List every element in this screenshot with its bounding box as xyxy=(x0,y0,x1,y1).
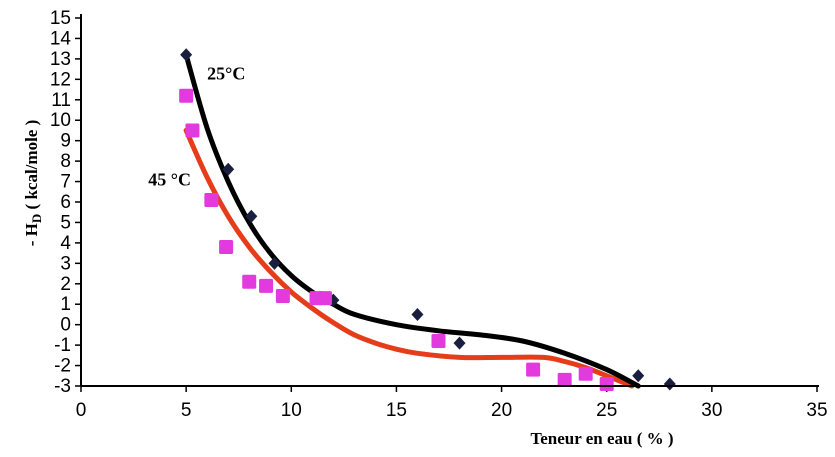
point-45c xyxy=(599,376,614,391)
y-tick-label: 2 xyxy=(60,274,71,295)
x-tick-label: 10 xyxy=(281,400,302,421)
point-25c xyxy=(268,256,281,270)
y-tick-label: 13 xyxy=(50,49,71,70)
y-tick-label: -2 xyxy=(54,356,71,377)
point-45c xyxy=(259,278,274,293)
point-45c xyxy=(578,366,593,381)
point-25c xyxy=(632,369,645,383)
y-tick-label: 15 xyxy=(50,8,71,29)
y-tick-label: 3 xyxy=(60,253,71,274)
y-tick-label: 8 xyxy=(60,151,71,172)
point-25c xyxy=(663,377,676,391)
point-45c xyxy=(179,88,194,103)
y-tick-label: -1 xyxy=(54,335,71,356)
point-45c xyxy=(219,239,234,254)
point-45c xyxy=(275,289,290,304)
y-axis-label-unit: ( kcal/mole ) xyxy=(22,120,41,214)
point-45c xyxy=(431,334,446,349)
y-tick-label: 14 xyxy=(50,28,72,49)
curves xyxy=(183,52,641,389)
y-tick-label: 6 xyxy=(60,192,71,213)
series-annotation: 45 °C xyxy=(148,170,191,190)
y-tick-label: 1 xyxy=(60,294,71,315)
point-45c xyxy=(204,192,219,207)
point-45c xyxy=(317,291,332,306)
x-tick-label: 30 xyxy=(701,400,722,421)
x-tick-label: 25 xyxy=(596,400,617,421)
annotations: 25°C 45 °C xyxy=(148,63,245,189)
x-tick-label: 20 xyxy=(491,400,512,421)
point-25c xyxy=(222,162,235,176)
point-25c xyxy=(180,48,193,62)
x-axis-ticks: 0 5 10 15 20 25 30 35 xyxy=(76,386,828,421)
y-tick-label: 0 xyxy=(60,315,71,336)
y-axis-label: - HD ( kcal/mole ) xyxy=(22,120,44,246)
y-tick-label: 9 xyxy=(60,131,71,152)
y-tick-label: -3 xyxy=(54,376,71,397)
y-tick-label: 5 xyxy=(60,212,71,233)
y-tick-label: 12 xyxy=(50,69,71,90)
y-tick-label: 11 xyxy=(51,90,71,111)
point-45c xyxy=(242,274,257,289)
point-25c xyxy=(453,336,466,350)
series-annotation: 25°C xyxy=(207,63,245,83)
point-45c xyxy=(526,362,541,377)
axes xyxy=(80,14,819,387)
point-25c xyxy=(245,209,258,223)
x-tick-label: 5 xyxy=(181,400,192,421)
fit-curve-25c xyxy=(183,52,641,389)
x-tick-label: 0 xyxy=(76,400,87,421)
x-axis-label: Teneur en eau ( % ) xyxy=(530,429,673,448)
point-25c xyxy=(411,307,424,321)
data-points xyxy=(179,48,676,391)
y-axis-label-subscript: D xyxy=(29,214,44,223)
y-axis-label-main: - H xyxy=(22,223,41,246)
y-tick-label: 4 xyxy=(60,233,71,254)
fit-curve-45c xyxy=(183,127,635,389)
y-tick-label: 7 xyxy=(60,172,71,193)
x-tick-label: 15 xyxy=(386,400,407,421)
x-tick-label: 35 xyxy=(806,400,827,421)
y-tick-label: 10 xyxy=(50,110,71,131)
point-45c xyxy=(185,123,200,138)
point-45c xyxy=(557,372,572,387)
